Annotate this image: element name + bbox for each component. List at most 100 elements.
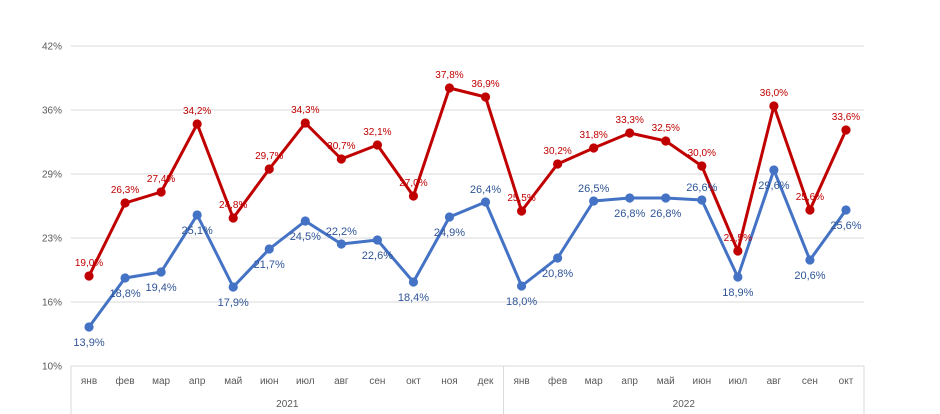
blue-data-label: 20,6%: [794, 270, 825, 282]
series-red-point: [120, 198, 130, 208]
series-red-point: [192, 119, 202, 129]
x-tick-label: окт: [839, 376, 854, 387]
series-blue-point: [661, 193, 671, 203]
blue-data-label: 17,9%: [218, 297, 249, 309]
series-red-point: [480, 92, 491, 102]
series-blue-point: [300, 216, 310, 226]
blue-data-label: 18,8%: [109, 288, 140, 300]
series-red-point: [661, 136, 671, 146]
red-data-label: 34,2%: [183, 106, 211, 117]
red-data-label: 25,6%: [796, 192, 824, 203]
blue-data-label: 29,6%: [758, 180, 789, 192]
x-tick-label: фев: [548, 375, 567, 387]
series-blue-point: [625, 193, 635, 203]
series-red-point: [156, 187, 166, 197]
blue-data-label: 13,9%: [73, 337, 104, 349]
x-tick-label: мар: [152, 376, 170, 387]
blue-data-label: 19,4%: [146, 282, 177, 294]
series-red-point: [589, 143, 599, 153]
blue-data-label: 20,8%: [542, 268, 573, 280]
series-group: [84, 83, 851, 332]
x-tick-label: авг: [334, 376, 349, 387]
x-tick-label: сен: [369, 376, 385, 387]
blue-data-label: 21,7%: [254, 259, 285, 271]
red-data-label: 36,9%: [471, 79, 499, 90]
blue-data-label: 22,6%: [362, 250, 393, 262]
x-axis: янв фев мар апр май июн июл авг сен окт ноя дек янв ф…: [70, 365, 865, 414]
blue-data-label: 24,9%: [434, 227, 465, 239]
blue-data-label: 18,4%: [398, 292, 429, 304]
x-tick-label: мар: [585, 376, 603, 387]
red-data-label: 30,0%: [688, 148, 716, 159]
x-tick-label: июн: [260, 376, 279, 387]
x-tick-label: май: [657, 376, 675, 387]
y-tick-label: 16%: [42, 298, 62, 309]
blue-data-label: 26,8%: [650, 208, 681, 220]
blue-data-label: 26,4%: [470, 184, 501, 196]
red-data-label: 21,5%: [724, 233, 752, 244]
series-red-point: [264, 164, 274, 174]
red-data-label: 31,8%: [579, 130, 607, 141]
red-data-label: 37,8%: [435, 70, 463, 81]
blue-data-label: 18,9%: [722, 287, 753, 299]
series-red-point: [444, 83, 455, 93]
series-red-point: [553, 159, 563, 169]
series-blue-line: [87, 168, 848, 329]
y-tick-label: 29%: [42, 170, 62, 181]
series-blue-point: [264, 244, 274, 254]
x-tick-label: май: [224, 376, 242, 387]
data-labels: 19,0% 26,3% 27,4% 34,2% 24,8% 29,7% 34,3% 30,7%…: [73, 70, 861, 349]
series-blue-point: [120, 273, 130, 283]
x-tick-label: сен: [802, 376, 818, 387]
red-data-label: 26,3%: [111, 185, 139, 196]
y-tick-label: 36%: [42, 106, 62, 117]
blue-data-label: 25,1%: [182, 225, 213, 237]
series-blue-point: [805, 255, 815, 265]
series-red-point: [228, 213, 238, 223]
y-tick-label: 10%: [42, 362, 62, 373]
y-axis: 10% 16% 23% 29% 36% 42%: [42, 42, 62, 373]
series-red-point: [372, 140, 382, 150]
red-data-label: 30,7%: [327, 141, 355, 152]
red-data-label: 25,5%: [507, 193, 535, 204]
x-tick-label: ноя: [441, 376, 458, 387]
red-data-label: 34,3%: [291, 105, 319, 116]
blue-data-label: 24,5%: [290, 231, 321, 243]
series-blue-point: [228, 282, 238, 292]
y-tick-label: 23%: [42, 234, 62, 245]
series-red-point: [769, 101, 779, 111]
x-tick-label: июл: [296, 376, 315, 387]
x-tick-label: июн: [692, 376, 711, 387]
blue-data-label: 26,8%: [614, 208, 645, 220]
series-blue-point: [336, 239, 346, 249]
x-tick-label: фев: [116, 375, 135, 387]
series-red-point: [805, 205, 815, 215]
series-red-point: [336, 154, 346, 164]
series-blue-point: [769, 165, 779, 175]
series-red-point: [625, 128, 635, 138]
series-blue-point: [480, 197, 491, 207]
x-tick-label: авг: [767, 376, 782, 387]
x-group-label: 2022: [673, 399, 696, 410]
red-data-label: 36,0%: [760, 88, 788, 99]
red-data-label: 19,0%: [75, 258, 103, 269]
x-tick-label: янв: [513, 376, 529, 387]
series-red-point: [408, 191, 419, 201]
series-blue-point: [372, 235, 382, 245]
series-blue-point: [589, 196, 599, 206]
red-data-label: 33,3%: [616, 115, 644, 126]
x-tick-label: апр: [189, 376, 206, 387]
series-red-point: [516, 206, 527, 216]
series-blue-point: [516, 281, 527, 291]
series-blue-point: [733, 272, 743, 282]
series-red-point: [300, 118, 310, 128]
red-data-label: 32,5%: [652, 123, 680, 134]
y-tick-label: 42%: [42, 42, 62, 53]
red-data-label: 27,0%: [399, 178, 427, 189]
blue-data-label: 26,6%: [686, 182, 717, 194]
series-red-point: [841, 125, 851, 135]
x-tick-label: апр: [621, 376, 638, 387]
x-tick-label: дек: [478, 376, 494, 387]
series-blue-point: [408, 277, 419, 287]
